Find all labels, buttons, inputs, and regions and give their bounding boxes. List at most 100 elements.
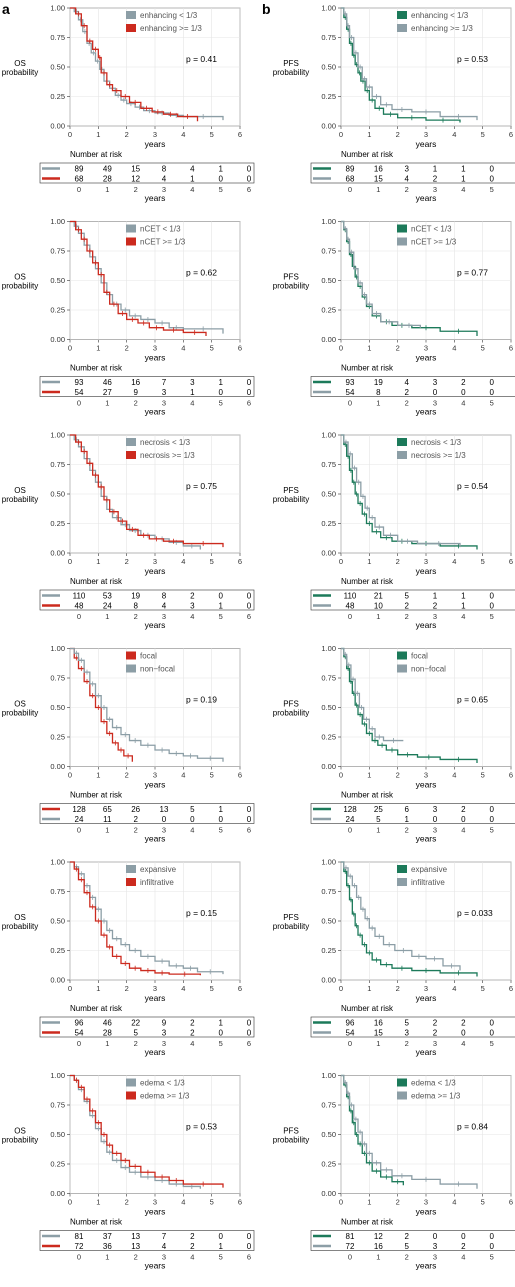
y-tick-label: 0.50 [50, 917, 65, 926]
risk-value: 128 [72, 805, 86, 814]
y-tick-label: 0.25 [321, 1160, 336, 1169]
risk-value: 0 [247, 1019, 252, 1028]
risk-x-tick-label: 0 [348, 399, 352, 408]
risk-title: Number at risk [70, 150, 123, 159]
risk-value: 89 [346, 165, 355, 174]
y-tick-label: 0.25 [50, 733, 65, 742]
risk-x-tick-label: 2 [405, 826, 409, 835]
legend-key [126, 237, 136, 246]
risk-value: 0 [489, 592, 494, 601]
x-tick-label: 1 [96, 1198, 100, 1207]
risk-value: 4 [190, 165, 195, 174]
y-tick-label: 0.50 [321, 490, 336, 499]
legend-key [397, 438, 407, 446]
panel-label-a: a [2, 1, 10, 17]
risk-value: 93 [75, 378, 84, 387]
risk-x-axis-label: years [145, 620, 166, 630]
risk-value: 72 [75, 1242, 84, 1251]
legend-key [397, 1091, 407, 1100]
risk-value: 4 [162, 175, 167, 184]
legend-label: expansive [140, 865, 177, 874]
risk-value: 24 [103, 602, 112, 611]
risk-x-tick-label: 1 [376, 826, 380, 835]
legend-label: nCET >= 1/3 [140, 238, 186, 247]
risk-value: 1 [190, 175, 195, 184]
y-tick-label: 0.00 [50, 1189, 65, 1198]
y-tick-label: 0.75 [321, 33, 336, 42]
y-tick-label: 1.00 [50, 4, 65, 13]
risk-value: 2 [190, 1242, 195, 1251]
x-tick-label: 6 [509, 344, 513, 353]
risk-value: 16 [374, 1242, 383, 1251]
risk-value: 12 [374, 1232, 383, 1241]
x-tick-label: 2 [396, 1198, 400, 1207]
risk-value: 6 [404, 805, 409, 814]
legend-key [126, 438, 136, 446]
x-axis-label: years [145, 1207, 166, 1217]
y-tick-label: 1.00 [321, 1071, 336, 1080]
risk-value: 3 [162, 388, 167, 397]
y-tick-label: 0.25 [321, 519, 336, 528]
risk-x-tick-label: 2 [134, 612, 138, 621]
km-curve [70, 220, 207, 336]
p-value: p = 0.75 [186, 481, 217, 491]
x-tick-label: 3 [424, 344, 428, 353]
km-panel-a-1: 0 1 2 3 4 5 60.000.250.500.751.00OSprobability… [2, 4, 255, 203]
risk-value: 0 [489, 388, 494, 397]
y-tick-label: 0.75 [321, 1101, 336, 1110]
risk-value: 0 [461, 1029, 466, 1038]
x-tick-label: 1 [96, 130, 100, 139]
x-tick-label: 2 [396, 984, 400, 993]
risk-x-tick-label: 6 [247, 826, 251, 835]
risk-value: 1 [218, 378, 223, 387]
risk-x-tick-label: 2 [134, 1039, 138, 1048]
y-axis-label-line2: probability [273, 282, 309, 291]
risk-x-tick-label: 3 [433, 185, 437, 194]
legend-label: nCET >= 1/3 [411, 238, 457, 247]
risk-value: 1 [218, 805, 223, 814]
y-axis-label-line2: probability [2, 922, 38, 931]
risk-x-tick-label: 1 [105, 185, 109, 194]
risk-value: 1 [461, 175, 466, 184]
risk-value: 1 [433, 592, 438, 601]
x-tick-label: 6 [238, 771, 242, 780]
km-curve [70, 434, 201, 550]
x-tick-label: 5 [481, 771, 485, 780]
x-tick-label: 6 [509, 984, 513, 993]
km-curve [70, 647, 224, 762]
km-curve [70, 7, 199, 122]
risk-x-tick-label: 5 [490, 399, 494, 408]
risk-value: 9 [162, 1019, 167, 1028]
legend-key [126, 1078, 136, 1087]
risk-value: 22 [131, 1019, 140, 1028]
y-tick-label: 1.00 [50, 1071, 65, 1080]
y-tick-label: 0.25 [50, 519, 65, 528]
risk-x-tick-label: 1 [376, 399, 380, 408]
risk-value: 3 [162, 1029, 167, 1038]
y-axis-label-line1: OS [14, 700, 26, 709]
risk-x-tick-label: 1 [105, 1253, 109, 1262]
risk-x-tick-label: 3 [162, 826, 166, 835]
risk-value: 65 [103, 805, 112, 814]
x-tick-label: 5 [210, 984, 214, 993]
x-tick-label: 6 [238, 557, 242, 566]
risk-value: 0 [247, 592, 252, 601]
risk-x-tick-label: 2 [134, 826, 138, 835]
risk-x-tick-label: 1 [376, 612, 380, 621]
x-tick-label: 4 [181, 344, 185, 353]
y-axis-label-line2: probability [273, 709, 309, 718]
risk-value: 3 [190, 378, 195, 387]
risk-value: 96 [75, 1019, 84, 1028]
legend-label: nCET < 1/3 [411, 225, 452, 234]
y-axis-label-line1: PFS [283, 59, 299, 68]
x-tick-label: 4 [181, 557, 185, 566]
y-tick-label: 0.25 [321, 306, 336, 315]
km-curve [70, 861, 224, 975]
risk-value: 2 [404, 1232, 409, 1241]
x-axis-label: years [145, 780, 166, 790]
y-axis-label-line1: OS [14, 273, 26, 282]
risk-value: 48 [75, 602, 84, 611]
km-curve [341, 434, 461, 548]
y-axis-label-line2: probability [2, 68, 38, 77]
